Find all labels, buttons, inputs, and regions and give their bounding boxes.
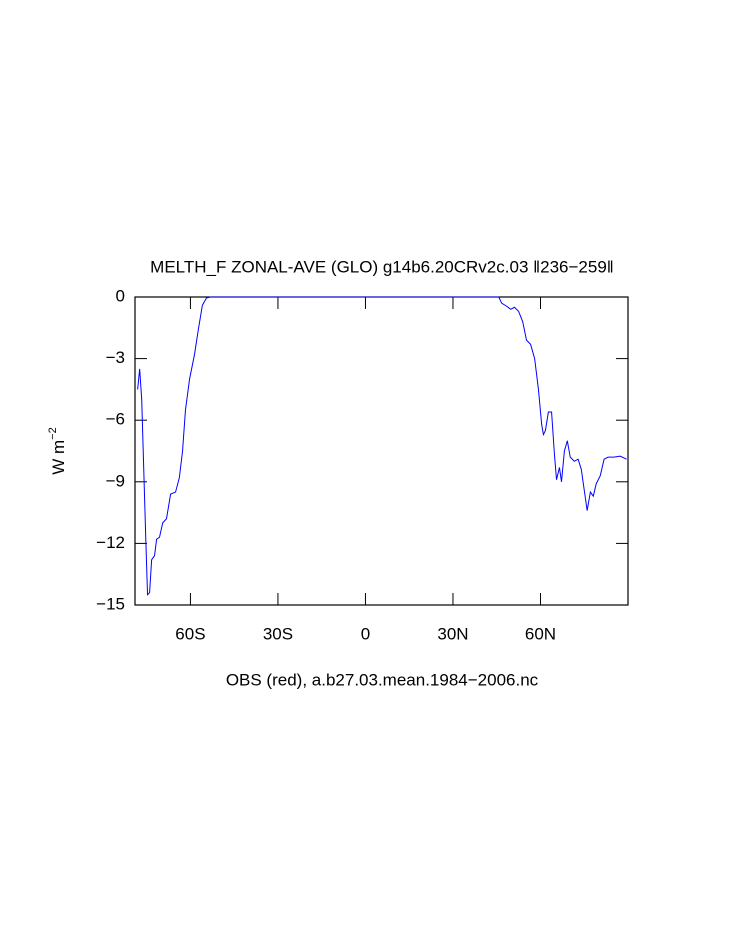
- y-tick-label: −6: [106, 410, 125, 429]
- x-tick-label: 0: [361, 624, 370, 643]
- y-tick-label: −12: [96, 533, 125, 552]
- y-tick-label: −9: [106, 471, 125, 490]
- data-line: [137, 296, 627, 596]
- y-axis-label: W m−2: [47, 427, 69, 474]
- y-tick-label: 0: [116, 286, 125, 305]
- y-axis-label-base: W m: [49, 440, 68, 475]
- y-axis-label-exponent: −2: [47, 427, 59, 440]
- x-tick-label: 60N: [525, 624, 556, 643]
- x-tick-label: 60S: [175, 624, 205, 643]
- x-tick-label: 30S: [263, 624, 293, 643]
- y-tick-label: −15: [96, 594, 125, 613]
- y-tick-label: −3: [106, 348, 125, 367]
- chart-title: MELTH_F ZONAL-AVE (GLO) g14b6.20CRv2c.03…: [150, 257, 614, 276]
- x-tick-label: 30N: [437, 624, 468, 643]
- caption: OBS (red), a.b27.03.mean.1984−2006.nc: [226, 670, 539, 689]
